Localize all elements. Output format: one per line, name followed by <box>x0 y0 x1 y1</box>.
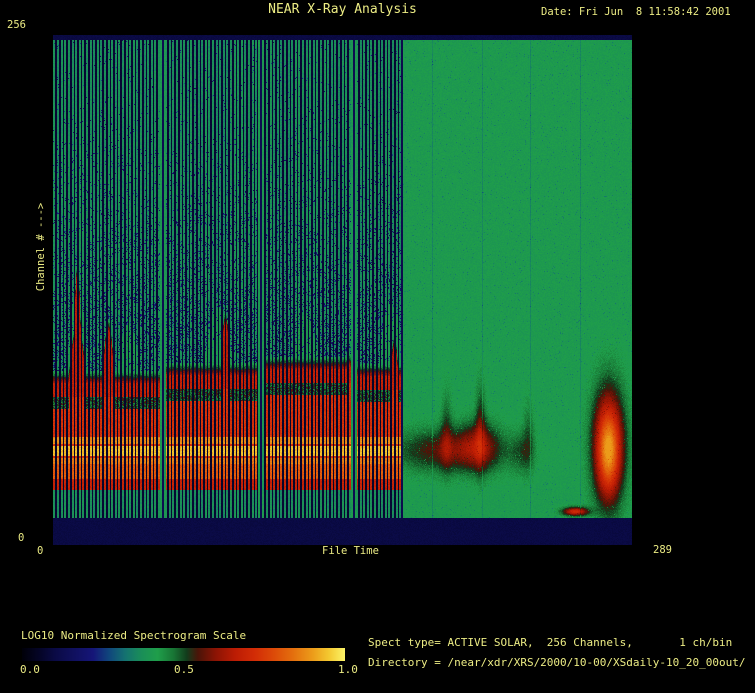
colorbar-tick-min: 0.0 <box>20 663 40 676</box>
x-axis-max-label: 289 <box>653 544 672 556</box>
spect-type-text: Spect type= ACTIVE SOLAR, 256 Channels, … <box>368 636 733 649</box>
page-title: NEAR X-Ray Analysis <box>268 2 417 17</box>
spectrogram-heatmap <box>53 35 632 545</box>
x-axis-title: File Time <box>322 545 379 557</box>
directory-text: Directory = /near/xdr/XRS/2000/10-00/XSd… <box>368 656 746 669</box>
y-axis-min-label: 0 <box>18 532 25 544</box>
colorbar-title: LOG10 Normalized Spectrogram Scale <box>21 629 247 642</box>
date-label: Date: Fri Jun 8 11:58:42 2001 <box>541 6 731 18</box>
x-axis-min-label: 0 <box>37 545 44 557</box>
colorbar-tick-mid: 0.5 <box>174 663 194 676</box>
colorbar-tick-max: 1.0 <box>338 663 358 676</box>
colorbar-gradient <box>22 648 345 661</box>
y-axis-title: Channel # ---> <box>35 202 47 292</box>
y-axis-max-label: 256 <box>7 19 26 31</box>
